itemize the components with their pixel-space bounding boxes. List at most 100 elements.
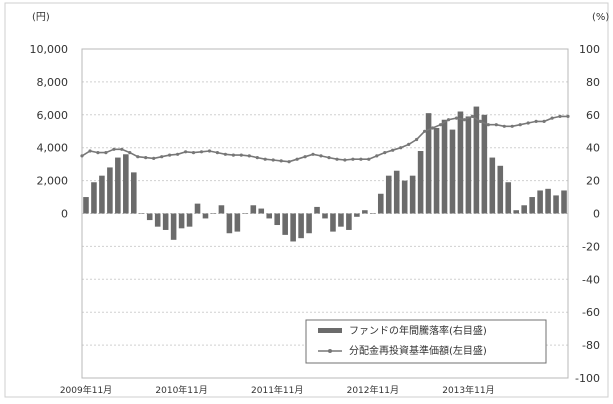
line-point bbox=[263, 157, 267, 161]
bar bbox=[449, 129, 456, 214]
bar bbox=[242, 213, 249, 214]
line-point bbox=[327, 156, 331, 160]
line-point bbox=[311, 152, 315, 156]
bar bbox=[306, 213, 312, 234]
bar bbox=[131, 172, 137, 214]
line-point bbox=[502, 124, 506, 128]
bar bbox=[290, 213, 296, 242]
line-point bbox=[518, 123, 522, 127]
line-point bbox=[375, 154, 379, 158]
bar bbox=[561, 190, 567, 214]
bar bbox=[170, 213, 177, 240]
bar bbox=[354, 213, 360, 217]
line-point bbox=[423, 129, 427, 133]
right-tick-label: -80 bbox=[582, 339, 600, 352]
x-axis: 2009年11月 2010年11月 2011年11月 2012年11月 2013年11月 bbox=[60, 384, 495, 396]
line-point bbox=[287, 160, 291, 164]
bar bbox=[425, 113, 432, 214]
x-tick-label: 2009年11月 bbox=[60, 384, 112, 396]
line-point bbox=[231, 153, 235, 157]
line-point bbox=[534, 119, 538, 123]
line-point bbox=[184, 150, 188, 154]
line-point bbox=[383, 151, 387, 155]
bar bbox=[83, 197, 89, 214]
line-point bbox=[176, 152, 180, 156]
line-point bbox=[112, 147, 116, 151]
x-tick-label: 2012年11月 bbox=[347, 384, 399, 396]
bar bbox=[505, 182, 512, 214]
bar bbox=[202, 213, 209, 219]
bar-series bbox=[83, 106, 567, 242]
left-tick-label: 2,000 bbox=[37, 175, 69, 188]
bar bbox=[186, 213, 193, 227]
line-point bbox=[367, 157, 371, 161]
line-point bbox=[255, 156, 259, 160]
bar bbox=[138, 213, 145, 214]
line-point bbox=[343, 158, 347, 162]
plot-area bbox=[81, 48, 569, 379]
bar bbox=[282, 213, 288, 235]
line-point bbox=[152, 156, 156, 160]
bar bbox=[385, 175, 392, 214]
right-axis: 100 80 60 40 20 0 -20 -40 -60 -80 -100 bbox=[575, 43, 600, 385]
line-point bbox=[271, 158, 275, 162]
line-point bbox=[359, 157, 363, 161]
line-point bbox=[550, 116, 554, 120]
bar bbox=[258, 208, 265, 214]
left-tick-label: 6,000 bbox=[37, 109, 69, 122]
line-point bbox=[399, 146, 403, 150]
line-point bbox=[510, 124, 514, 128]
legend-box bbox=[305, 319, 547, 364]
bar bbox=[393, 170, 400, 214]
legend: ファンドの年間騰落率(右目盛) 分配金再投資基準価額(左目盛) bbox=[305, 319, 547, 364]
line-point bbox=[566, 114, 570, 118]
line-point bbox=[438, 123, 443, 127]
bar bbox=[218, 205, 225, 214]
line-point bbox=[128, 151, 132, 155]
bar bbox=[234, 213, 241, 232]
line-point bbox=[247, 154, 251, 158]
line-point bbox=[199, 150, 204, 154]
line-point bbox=[239, 153, 243, 157]
bar bbox=[226, 213, 233, 234]
bar bbox=[250, 205, 257, 214]
line-point bbox=[446, 118, 451, 122]
line-point bbox=[319, 154, 323, 158]
right-tick-label: -60 bbox=[582, 306, 600, 319]
line-point bbox=[191, 151, 196, 155]
bar bbox=[194, 203, 201, 214]
line-point bbox=[526, 121, 530, 125]
left-unit-label: (円) bbox=[32, 12, 50, 23]
bar bbox=[154, 213, 161, 227]
x-tick-label: 2011年11月 bbox=[251, 384, 303, 396]
right-tick-label: 40 bbox=[586, 142, 600, 155]
bar bbox=[330, 213, 336, 232]
bar bbox=[322, 213, 328, 219]
bar bbox=[545, 188, 551, 214]
bar bbox=[521, 205, 527, 214]
bar bbox=[362, 210, 368, 214]
line-point bbox=[168, 153, 172, 157]
left-tick-label: 8,000 bbox=[37, 76, 69, 89]
legend-line-label: 分配金再投資基準価額(左目盛) bbox=[349, 344, 487, 357]
line-point bbox=[136, 155, 140, 159]
line-point bbox=[88, 149, 92, 153]
right-unit-label: (%) bbox=[592, 12, 609, 23]
bar bbox=[107, 167, 113, 214]
bar bbox=[529, 197, 535, 214]
bar bbox=[99, 175, 105, 214]
bar bbox=[346, 213, 352, 230]
line-point bbox=[462, 118, 466, 122]
bar bbox=[314, 206, 320, 214]
bar bbox=[537, 190, 543, 214]
legend-line-marker bbox=[328, 349, 332, 353]
bar bbox=[433, 127, 440, 214]
bar bbox=[489, 157, 496, 214]
bar bbox=[266, 213, 273, 219]
right-tick-label: 0 bbox=[593, 208, 600, 221]
line-point bbox=[351, 157, 355, 161]
line-point bbox=[494, 123, 498, 127]
line-point bbox=[415, 137, 419, 142]
right-tick-label: -100 bbox=[575, 372, 600, 385]
